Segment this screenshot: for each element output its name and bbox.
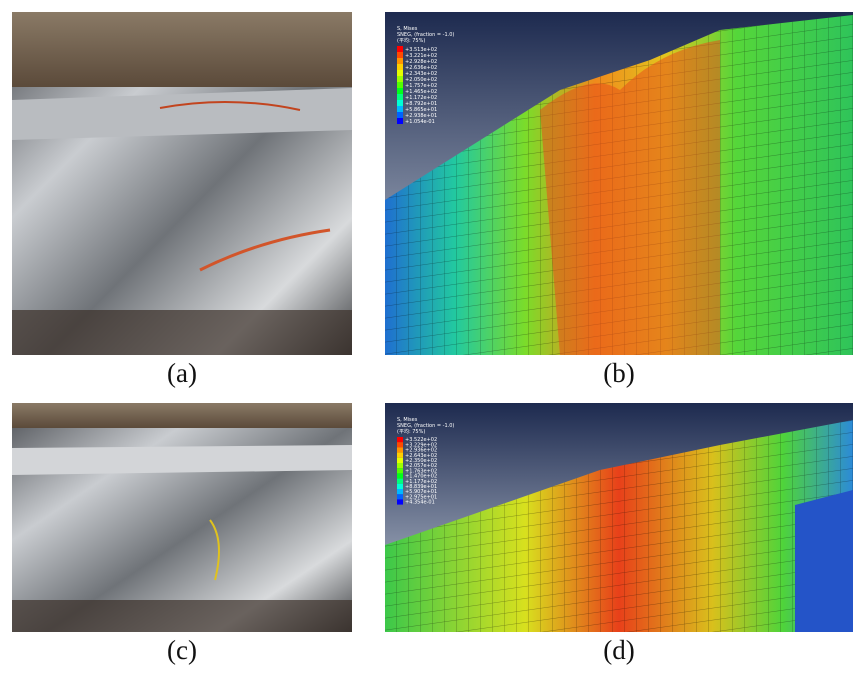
panel-label: (a) (167, 358, 197, 388)
legend-swatch (397, 468, 403, 473)
photo-c (12, 403, 352, 632)
legend-swatch (397, 82, 403, 88)
page: (a)(b)S, MisesSNEG, (fraction = -1.0)(平均… (0, 0, 853, 695)
panel-label: (c) (167, 635, 197, 665)
legend-swatch (397, 499, 403, 504)
legend-swatch (397, 70, 403, 76)
legend-swatch (397, 52, 403, 58)
fe-plot-d (385, 403, 853, 632)
legend-swatch (397, 479, 403, 484)
legend-swatch (397, 458, 403, 463)
legend-value: +1.054e-01 (405, 119, 435, 125)
legend-note: (平均: 75%) (397, 428, 425, 435)
legend-swatch (397, 463, 403, 468)
legend-swatch (397, 437, 403, 442)
legend-swatch (397, 484, 403, 489)
legend-swatch (397, 489, 403, 494)
legend-swatch (397, 453, 403, 458)
legend-swatch (397, 447, 403, 452)
legend-swatch (397, 94, 403, 100)
legend-note: (平均: 75%) (397, 37, 425, 44)
legend-value: +4.354e-01 (405, 500, 435, 506)
legend-swatch (397, 494, 403, 499)
legend-swatch (397, 473, 403, 478)
legend-swatch (397, 118, 403, 124)
legend-swatch (397, 88, 403, 94)
photo-a (12, 12, 352, 355)
legend-swatch (397, 106, 403, 112)
legend-swatch (397, 46, 403, 52)
panel-label: (b) (603, 358, 634, 388)
panel-label: (d) (603, 635, 634, 665)
legend-swatch (397, 58, 403, 64)
legend-swatch (397, 112, 403, 118)
legend-swatch (397, 76, 403, 82)
legend-swatch (397, 64, 403, 70)
figure: (a)(b)S, MisesSNEG, (fraction = -1.0)(平均… (0, 0, 853, 695)
legend-swatch (397, 100, 403, 106)
fe-plot-b (385, 12, 853, 355)
legend-swatch (397, 442, 403, 447)
